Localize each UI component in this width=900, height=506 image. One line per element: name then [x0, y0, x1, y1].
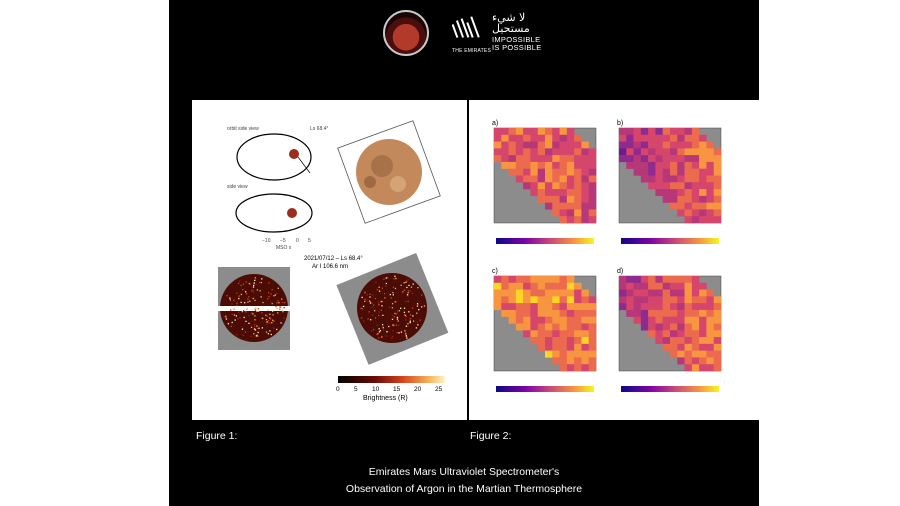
- heatmap-panel-letter: b): [617, 120, 623, 127]
- figure-2-graphic: a) b) c) d): [492, 120, 722, 392]
- orbit-bottom: [235, 193, 313, 233]
- ls-label: Ls 68.4°: [310, 126, 328, 132]
- mars-marker-bottom: [287, 208, 297, 218]
- heatmap-colorbar: [621, 386, 719, 392]
- heatmap-panel-1: a): [492, 120, 597, 244]
- heatmap-panel-letter: d): [617, 268, 623, 275]
- orbit-bottom-label: side view: [227, 184, 248, 190]
- figure-2-panel: a) b) c) d): [469, 100, 761, 420]
- heatmap-panel-4: d): [617, 268, 722, 392]
- hope-mission-logo: [383, 10, 429, 56]
- svg-text:20: 20: [414, 386, 422, 393]
- orbit-top: [236, 133, 312, 181]
- brightness-colorbar: [338, 376, 445, 383]
- emirates-english-slogan: IMPOSSIBLE IS POSSIBLE: [492, 35, 542, 52]
- svg-text:15: 15: [393, 386, 401, 393]
- colorbar-label: Brightness (R): [363, 395, 408, 402]
- figure-2-caption: Figure 2:: [470, 430, 512, 442]
- svg-text:5: 5: [354, 386, 358, 393]
- slide-title-line-1: Emirates Mars Ultraviolet Spectrometer's: [368, 466, 560, 478]
- svg-text:10: 10: [372, 386, 380, 393]
- heatmap-panel-letter: a): [492, 120, 498, 127]
- figure-1-caption: Figure 1:: [196, 430, 238, 442]
- svg-text:5: 5: [308, 238, 311, 244]
- svg-text:−5: −5: [280, 238, 286, 244]
- heatmap-colorbar: [496, 386, 594, 392]
- emirates-label: THE EMIRATES: [452, 48, 491, 54]
- slide-title: Emirates Mars Ultraviolet Spectrometer's…: [169, 464, 759, 498]
- svg-text:MSO x: MSO x: [276, 245, 292, 251]
- figure-1-panel: orbit side view Ls 68.4° side view −10 −5…: [192, 100, 467, 420]
- emirates-arabic-slogan: لا شيء مستحيل: [492, 11, 530, 35]
- heatmap-colorbar: [496, 238, 594, 244]
- figure-1-graphic: orbit side view Ls 68.4° side view −10 −5…: [218, 120, 449, 402]
- heatmap-panel-3: c): [492, 268, 597, 392]
- heatmap-panel-letter: c): [492, 268, 498, 275]
- svg-text:25: 25: [435, 386, 443, 393]
- svg-text:0: 0: [296, 238, 299, 244]
- heatmap-panel-2: b): [617, 120, 722, 244]
- svg-text:0: 0: [336, 386, 340, 393]
- observation-date: 2021/07/12 – Ls 68.4°: [304, 256, 363, 262]
- slide-title-line-2: Observation of Argon in the Martian Ther…: [345, 483, 583, 495]
- heatmap-colorbar: [621, 238, 719, 244]
- slide: لا شيء مستحيل IMPOSSIBLE IS POSSIBLE THE…: [169, 0, 761, 506]
- emirates-brand-logo: لا شيء مستحيل IMPOSSIBLE IS POSSIBLE THE…: [452, 12, 557, 56]
- emirates-mark-icon: [452, 16, 480, 38]
- orbit-top-label: orbit side view: [227, 126, 259, 132]
- wavelength-label: Ar I 106.6 nm: [312, 264, 348, 270]
- svg-text:−10: −10: [262, 238, 271, 244]
- mars-marker-top: [289, 149, 299, 159]
